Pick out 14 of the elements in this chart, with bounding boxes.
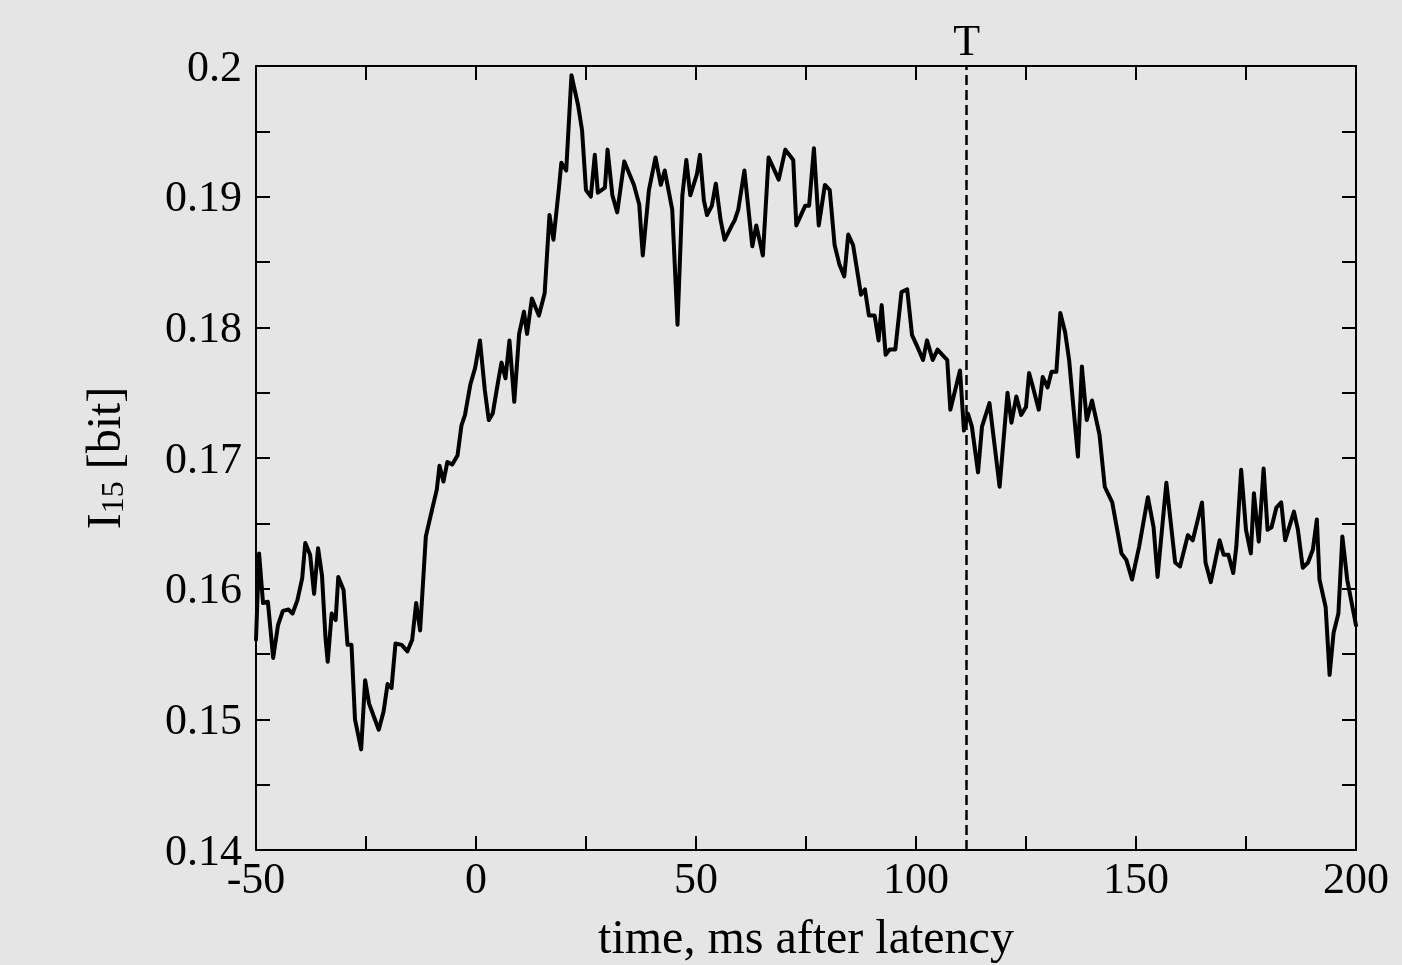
y-tick-label: 0.15 (165, 694, 242, 744)
y-tick-label: 0.2 (187, 41, 242, 91)
x-tick-label: 200 (1323, 853, 1389, 903)
y-tick-label: 0.19 (165, 172, 242, 222)
y-axis-title: I15 [bit] (76, 386, 130, 530)
x-tick-label: 150 (1103, 853, 1169, 903)
x-tick-label: 50 (674, 853, 718, 903)
y-tick-label: 0.17 (165, 433, 242, 483)
y-tick-label: 0.16 (165, 564, 242, 614)
ref-line-label: T (953, 15, 981, 65)
x-axis-title: time, ms after latency (598, 909, 1014, 963)
x-tick-label: 100 (883, 853, 949, 903)
x-tick-label: 0 (465, 853, 487, 903)
y-tick-label: 0.18 (165, 302, 242, 352)
